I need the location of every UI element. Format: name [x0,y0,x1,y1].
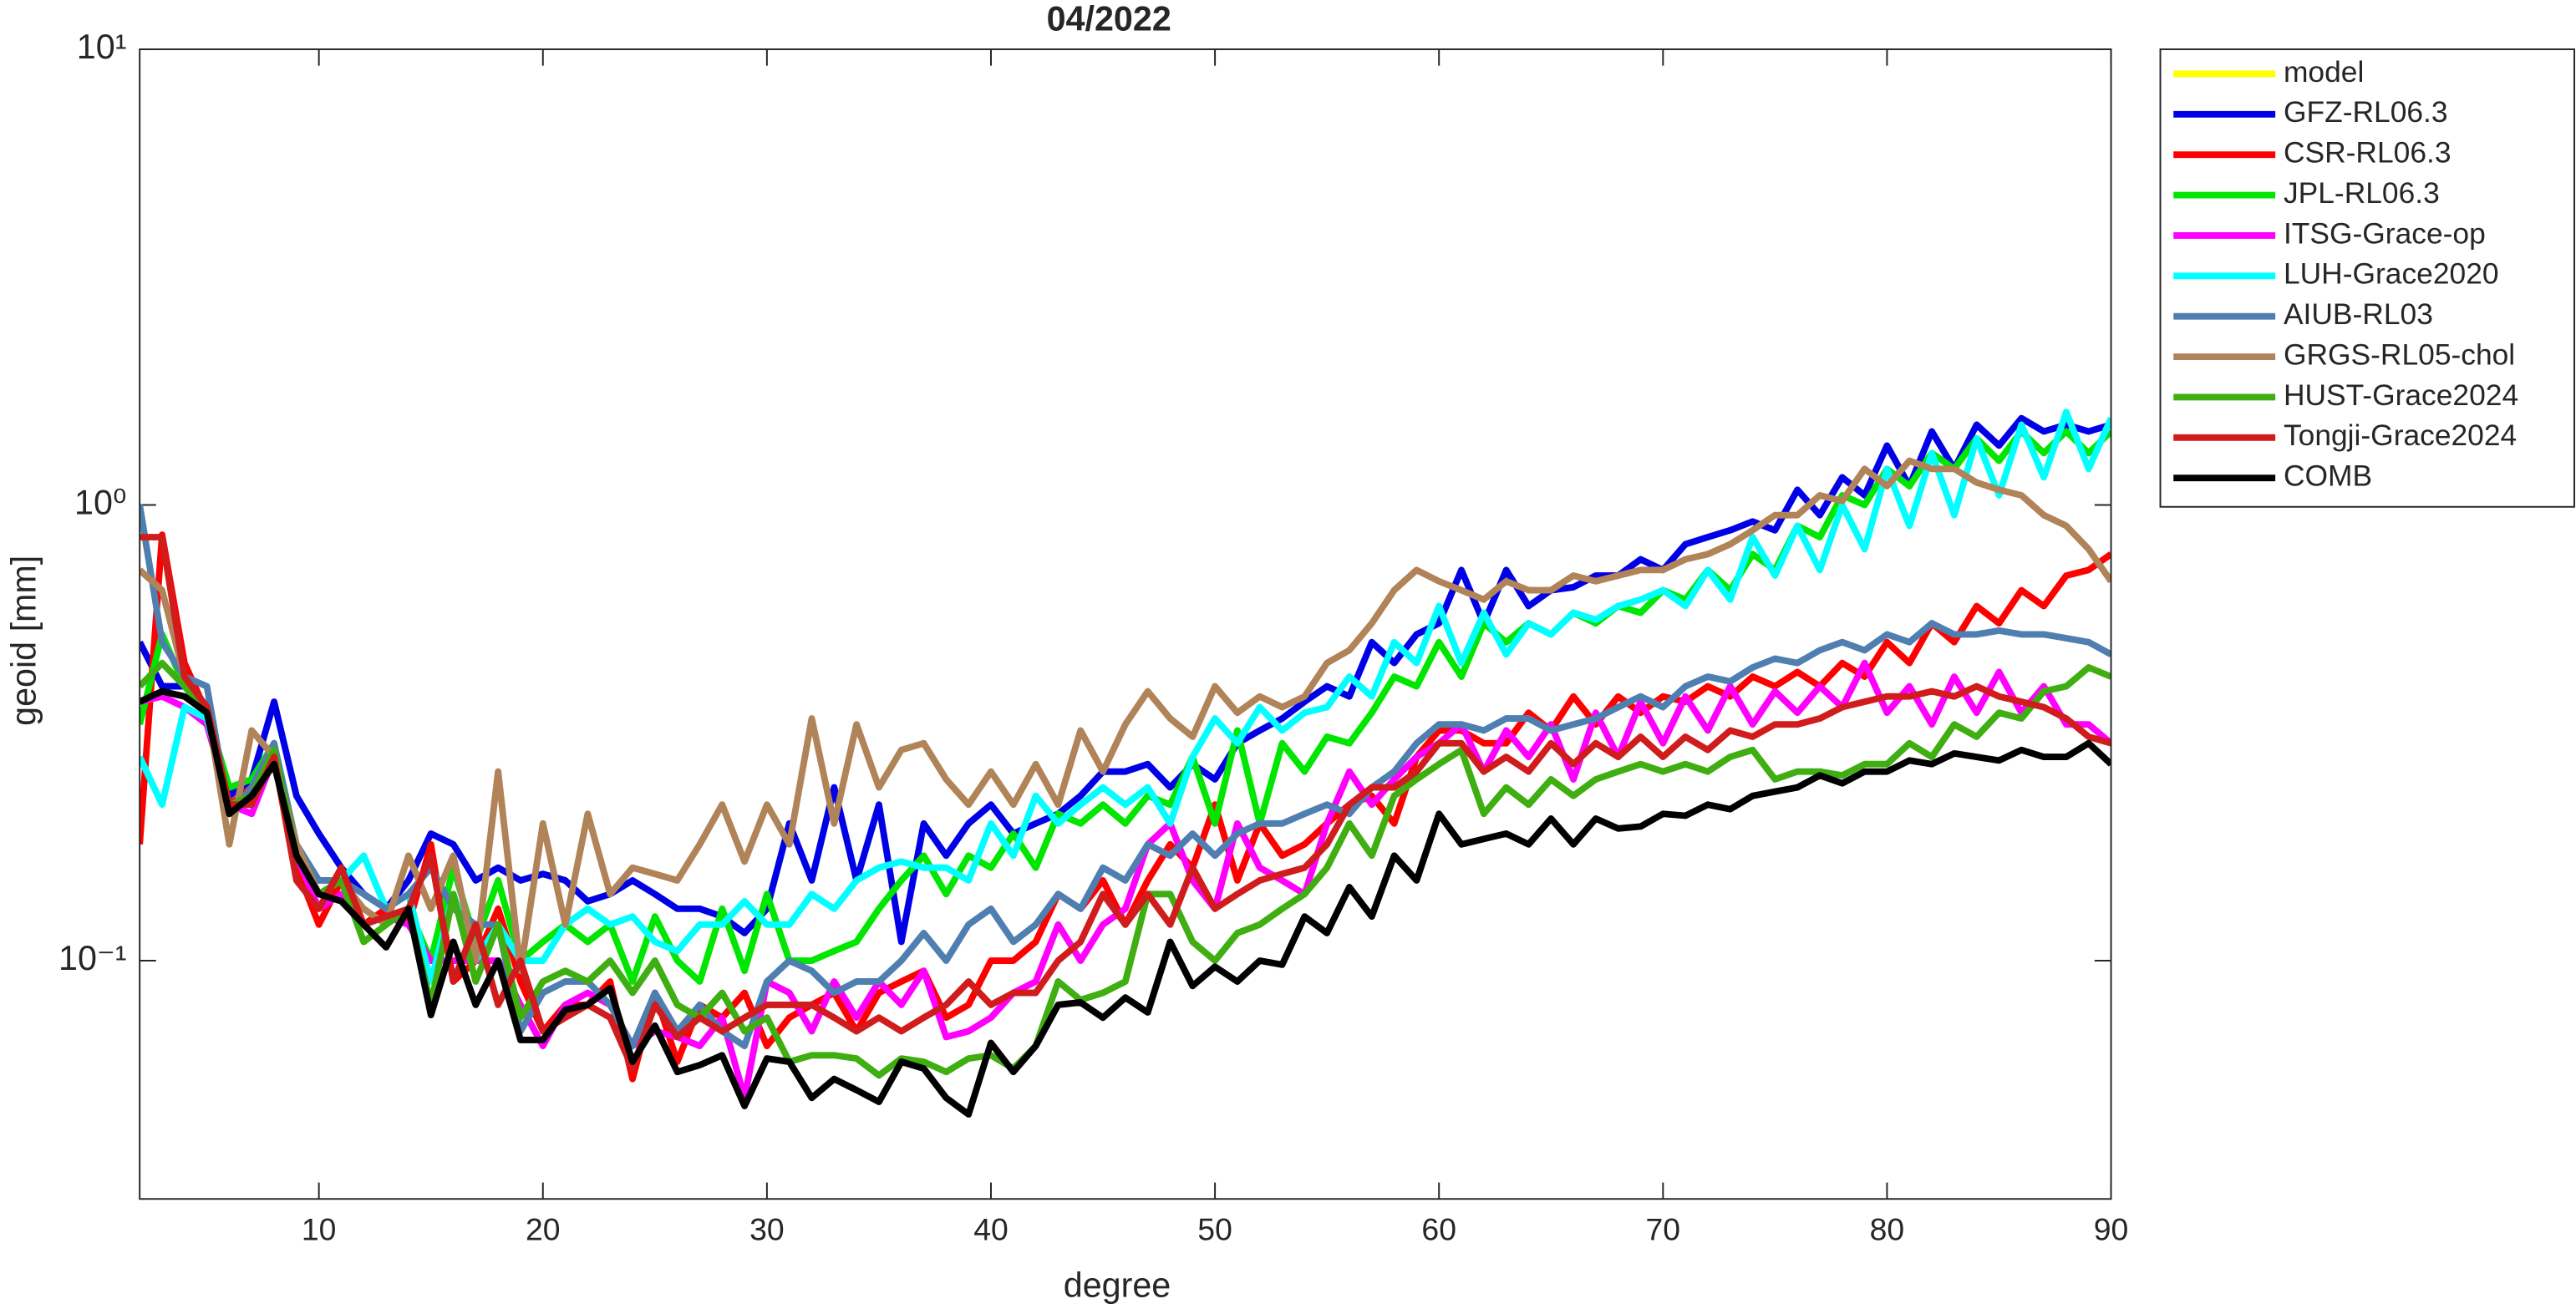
x-tick-label: 90 [2094,1211,2129,1246]
legend-label: LUH-Grace2020 [2284,258,2499,291]
y-tick-label: 10⁻¹ [58,939,126,977]
x-tick-label: 40 [973,1211,1009,1246]
x-tick-label: 30 [749,1211,785,1246]
legend-label: model [2284,56,2364,89]
x-tick-label: 10 [302,1211,337,1246]
x-tick-label: 50 [1197,1211,1232,1246]
legend-label: COMB [2284,459,2372,492]
y-axis-label: geoid [mm] [4,556,43,726]
series-line [140,687,2111,1118]
legend-label: Tongji-Grace2024 [2284,419,2517,452]
legend-label: AIUB-RL03 [2284,298,2433,331]
x-tick-label: 80 [1870,1211,1905,1246]
x-tick-label: 20 [526,1211,561,1246]
y-tick-label: 10⁰ [74,483,126,521]
y-tick-label: 10¹ [77,28,127,66]
legend-label: GRGS-RL05-chol [2284,338,2515,371]
legend-label: JPL-RL06.3 [2284,177,2440,210]
x-tick-label: 70 [1646,1211,1681,1246]
legend-label: HUST-Grace2024 [2284,379,2518,412]
x-axis-label: degree [1064,1266,1171,1304]
legend-label: ITSG-Grace-op [2284,217,2486,250]
x-tick-label: 60 [1421,1211,1456,1246]
plot-frame [139,48,2112,1200]
chart-title: 04/2022 [1047,0,1171,38]
legend-label: GFZ-RL06.3 [2284,96,2448,129]
series-line [140,457,2111,975]
legend-label: CSR-RL06.3 [2284,137,2452,170]
series-line [140,534,2111,1073]
